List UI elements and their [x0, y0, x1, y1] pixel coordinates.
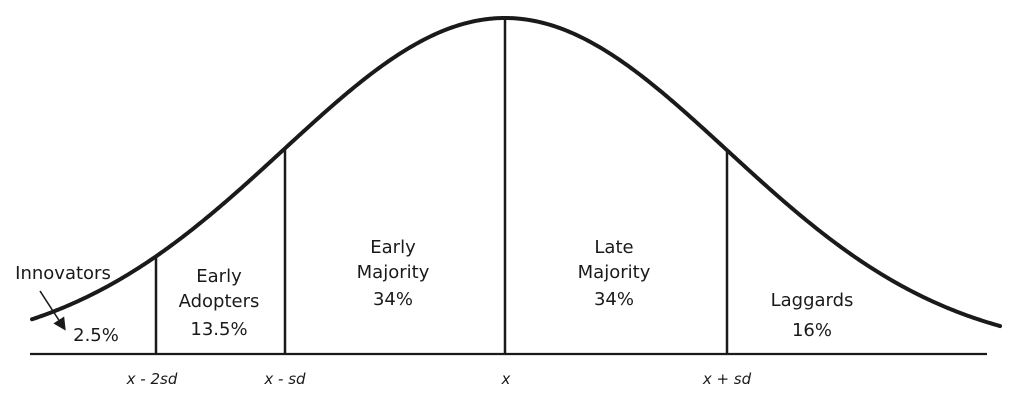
segment-name-innovators: Innovators: [15, 263, 111, 284]
segment-name-early-adopters-line1: Early: [196, 266, 242, 287]
segment-name-laggards: Laggards: [771, 290, 854, 311]
bell-curve: [30, 16, 1002, 329]
segment-name-early-majority-line1: Early: [370, 237, 416, 258]
segment-name-late-majority-line1: Late: [594, 237, 633, 258]
axis-marker-x-minus-2sd: x - 2sd: [126, 370, 178, 388]
segment-share-laggards: 16%: [792, 320, 832, 341]
segment-name-late-majority-line2: Majority: [578, 262, 651, 283]
axis-marker-x-plus-sd: x + sd: [702, 370, 752, 388]
segment-share-innovators: 2.5%: [73, 325, 119, 346]
axis-marker-x-minus-sd: x - sd: [263, 370, 306, 388]
segment-share-late-majority: 34%: [594, 289, 634, 310]
innovators-pointer-arrow: [39, 290, 66, 331]
segment-share-early-adopters: 13.5%: [190, 319, 247, 340]
segment-share-early-majority: 34%: [373, 289, 413, 310]
axis-marker-x: x: [501, 370, 511, 388]
segment-name-early-adopters-line2: Adopters: [179, 291, 260, 312]
segment-name-early-majority-line2: Majority: [357, 262, 430, 283]
